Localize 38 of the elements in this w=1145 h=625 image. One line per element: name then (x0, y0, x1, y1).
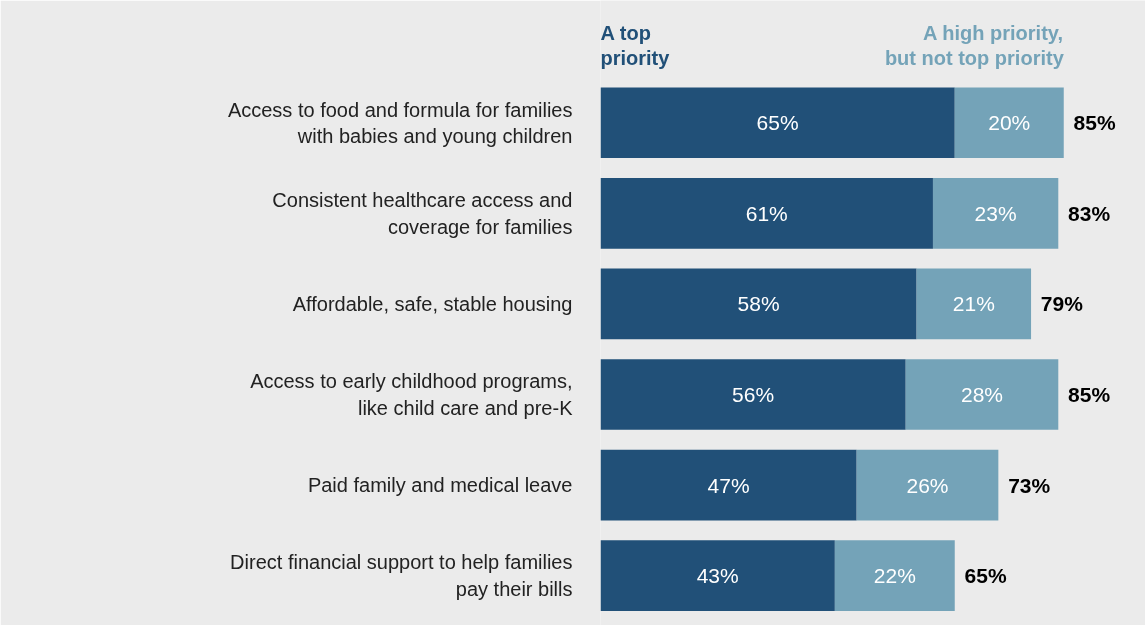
bar (600, 87, 955, 159)
bar (834, 540, 955, 612)
data-label: 43% (696, 564, 739, 588)
total-label: 83% (1068, 201, 1111, 225)
data-label: 65% (756, 111, 799, 135)
y-tick-label: Access to food and formula for families with babies and young children (227, 98, 573, 147)
data-label: 56% (732, 383, 775, 407)
data-label: 28% (960, 383, 1004, 407)
bar (954, 87, 1064, 159)
y-tick-label: Consistent healthcare access and coverage for families (272, 189, 573, 238)
data-label: 58% (737, 292, 780, 316)
bar (916, 268, 1032, 340)
total-label: 79% (1040, 292, 1084, 316)
bar (600, 540, 835, 612)
y-tick-label: Direct financial support to help families pay their bills (230, 551, 573, 600)
total-label: 85% (1068, 383, 1111, 407)
y-tick-label: Paid family and medical leave (307, 474, 573, 497)
data-label: 22% (873, 564, 916, 588)
total-label: 73% (1008, 473, 1051, 497)
bar (932, 178, 1059, 249)
total-label: 65% (964, 564, 1007, 588)
y-tick-label: Affordable, safe, stable housing (292, 292, 573, 315)
series-label: A high priority, but not top priority (884, 22, 1065, 70)
bar (905, 359, 1059, 430)
data-label: 21% (952, 292, 995, 316)
bar (856, 449, 999, 521)
data-label: 26% (906, 473, 949, 497)
data-label: 47% (707, 473, 750, 497)
series-label: A top priority (600, 22, 671, 70)
bar (600, 268, 917, 340)
bar (600, 449, 857, 521)
bar (600, 178, 933, 249)
y-tick-label: Access to early childhood programs, like child care and pre-K (250, 370, 574, 419)
data-label: 20% (988, 111, 1031, 135)
data-label: 23% (974, 201, 1017, 225)
total-label: 85% (1073, 111, 1116, 135)
bar (600, 359, 906, 430)
data-label: 61% (745, 201, 788, 225)
